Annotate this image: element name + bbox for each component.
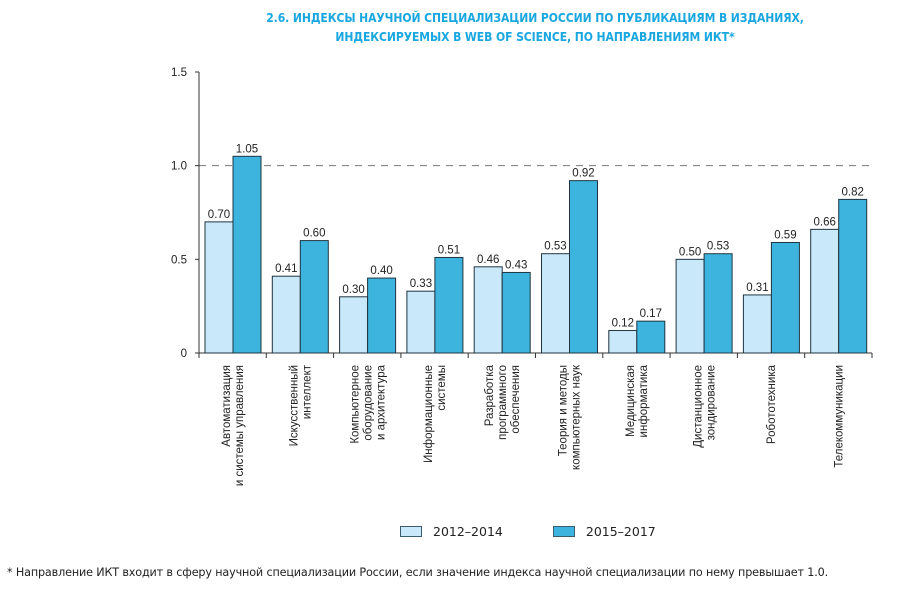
bar-2012-2014 — [541, 253, 570, 354]
bar-2015-2017 — [434, 256, 464, 354]
category-label: программного — [497, 365, 509, 440]
legend-item-2012-2014: 2012–2014 — [400, 524, 503, 539]
category-label: Искусственный — [288, 365, 300, 446]
data-label: 0.66 — [814, 216, 836, 228]
data-label: 0.92 — [572, 168, 594, 180]
bar-2015-2017 — [770, 241, 800, 354]
category-label: обеспечения — [510, 365, 522, 434]
bar-2015-2017 — [636, 320, 666, 354]
category-label: зондирование — [705, 365, 717, 440]
category-label: Автоматизация — [221, 365, 233, 447]
data-label: 0.51 — [438, 244, 460, 256]
category-label: Компьютерное — [349, 365, 361, 444]
category-label: Теория и методы — [558, 365, 570, 456]
bar-2012-2014 — [675, 258, 705, 354]
data-label: 0.60 — [303, 228, 325, 240]
bar-2012-2014 — [339, 296, 369, 354]
bar-2012-2014 — [608, 330, 638, 354]
data-label: 0.59 — [774, 229, 796, 241]
data-label: 0.40 — [370, 265, 392, 277]
data-label: 0.30 — [342, 284, 364, 296]
category-label: Разработка — [484, 364, 496, 426]
data-label: 0.33 — [410, 278, 432, 290]
chart-title-line-1: 2.6. ИНДЕКСЫ НАУЧНОЙ СПЕЦИАЛИЗАЦИИ РОССИ… — [266, 10, 804, 25]
footnote: * Направление ИКТ входит в сферу научной… — [7, 566, 829, 579]
data-label: 0.17 — [640, 308, 662, 320]
category-label: системы — [436, 365, 448, 411]
data-label: 0.46 — [477, 254, 499, 266]
bar-2015-2017 — [838, 198, 868, 354]
category-label: информатика — [638, 364, 650, 437]
category-label: Телекоммуникации — [833, 365, 845, 468]
data-label: 0.82 — [842, 186, 864, 198]
category-label: Медицинская — [625, 365, 637, 437]
bar-2015-2017 — [703, 253, 733, 354]
bar-2015-2017 — [367, 277, 397, 354]
data-label: 0.50 — [679, 246, 701, 258]
data-label: 0.70 — [208, 209, 230, 221]
bar-2015-2017 — [569, 180, 598, 354]
data-label: 0.31 — [746, 282, 768, 294]
category-label: Информационные — [423, 365, 435, 463]
bar-2012-2014 — [810, 228, 840, 354]
bar-2012-2014 — [204, 221, 234, 354]
bar-2012-2014 — [406, 290, 436, 354]
legend-swatch-2012-2014 — [400, 526, 422, 537]
category-label: оборудование — [362, 365, 374, 441]
legend: 2012–2014 2015–2017 — [400, 524, 706, 539]
bar-2012-2014 — [271, 275, 301, 354]
data-label: 1.05 — [236, 143, 258, 155]
legend-label-2015-2017: 2015–2017 — [585, 524, 656, 539]
chart-title-line-2: ИНДЕКСИРУЕМЫХ В WEB OF SCIENCE, ПО НАПРА… — [335, 29, 735, 44]
bar-2015-2017 — [232, 155, 262, 354]
category-label: и системы управления — [234, 365, 246, 486]
y-tick-label: 0.5 — [171, 254, 187, 266]
legend-label-2012-2014: 2012–2014 — [433, 524, 503, 539]
legend-swatch-2015-2017 — [552, 526, 575, 537]
category-label: интеллект — [301, 364, 313, 419]
bar-chart: 0 0.5 1.0 1.5 0.70 1.05 Автоматизация и системы… — [171, 67, 873, 486]
data-label: 0.41 — [275, 263, 297, 275]
category-label: и архитектура — [375, 364, 387, 440]
bar-2012-2014 — [473, 266, 503, 354]
data-label: 0.53 — [544, 241, 566, 253]
chart-title: 2.6. ИНДЕКСЫ НАУЧНОЙ СПЕЦИАЛИЗАЦИИ РОССИ… — [247, 8, 823, 46]
y-tick-label: 1.5 — [171, 67, 187, 79]
data-label: 0.53 — [707, 241, 729, 253]
bar-2015-2017 — [299, 240, 329, 354]
bar-2012-2014 — [742, 294, 772, 354]
bar-2015-2017 — [501, 271, 531, 354]
category-label: Дистанционное — [692, 365, 704, 448]
y-tick-label: 0 — [181, 348, 187, 360]
y-tick-label: 1.0 — [171, 161, 187, 173]
data-label: 0.43 — [505, 259, 527, 271]
category-label: Робототехника — [766, 364, 778, 444]
legend-item-2015-2017: 2015–2017 — [552, 524, 656, 539]
category-label: компьютерных наук — [571, 364, 583, 470]
data-label: 0.12 — [612, 318, 634, 330]
